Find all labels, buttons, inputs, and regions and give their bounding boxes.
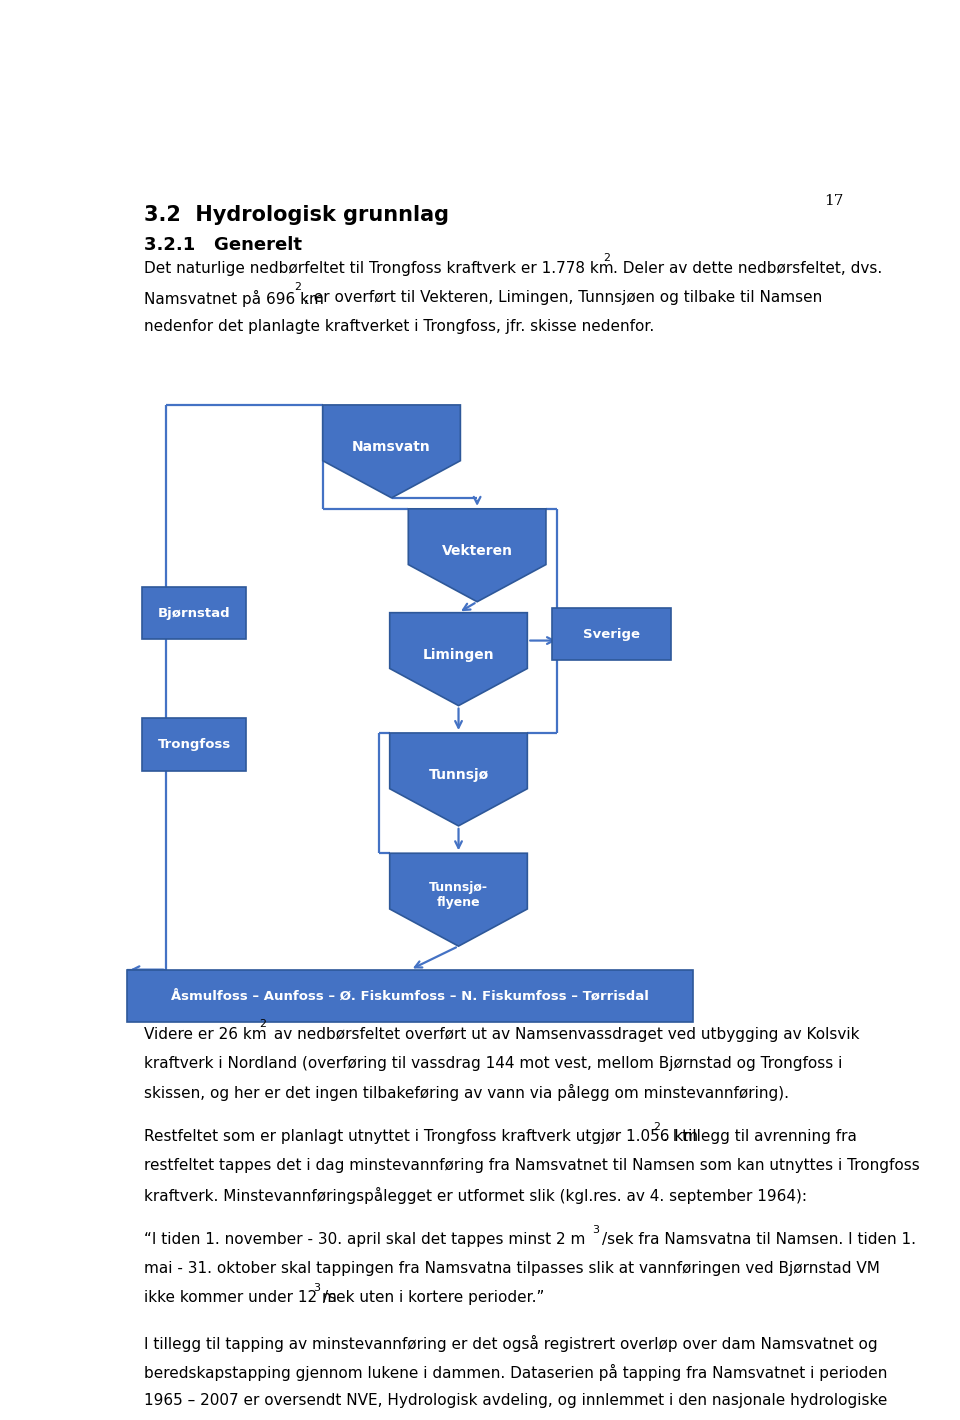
- Text: Tunnsjø-
flyene: Tunnsjø- flyene: [429, 880, 488, 909]
- Text: Limingen: Limingen: [422, 648, 494, 662]
- Polygon shape: [390, 853, 527, 946]
- Text: 3.2.1   Generelt: 3.2.1 Generelt: [144, 236, 301, 254]
- Text: Restfeltet som er planlagt utnyttet i Trongfoss kraftverk utgjør 1.056 km: Restfeltet som er planlagt utnyttet i Tr…: [144, 1129, 698, 1145]
- Text: Det naturlige nedbørfeltet til Trongfoss kraftverk er 1.778 km: Det naturlige nedbørfeltet til Trongfoss…: [144, 261, 613, 275]
- Text: Namsvatnet på 696 km: Namsvatnet på 696 km: [144, 290, 324, 307]
- Text: beredskapstapping gjennom lukene i dammen. Dataserien på tapping fra Namsvatnet : beredskapstapping gjennom lukene i damme…: [144, 1365, 887, 1382]
- Text: 2: 2: [294, 283, 301, 293]
- Polygon shape: [390, 612, 527, 706]
- Polygon shape: [323, 405, 461, 498]
- Text: 2: 2: [259, 1020, 266, 1030]
- FancyBboxPatch shape: [142, 586, 247, 639]
- Text: /sek uten i kortere perioder.”: /sek uten i kortere perioder.”: [324, 1291, 544, 1305]
- FancyBboxPatch shape: [551, 608, 670, 660]
- Text: Åsmulfoss – Aunfoss – Ø. Fiskumfoss – N. Fiskumfoss – Tørrisdal: Åsmulfoss – Aunfoss – Ø. Fiskumfoss – N.…: [171, 990, 649, 1003]
- Text: , er overført til Vekteren, Limingen, Tunnsjøen og tilbake til Namsen: , er overført til Vekteren, Limingen, Tu…: [303, 290, 822, 305]
- Text: ikke kommer under 12 m: ikke kommer under 12 m: [144, 1291, 337, 1305]
- Text: 3.2  Hydrologisk grunnlag: 3.2 Hydrologisk grunnlag: [144, 206, 449, 226]
- Text: /sek fra Namsvatna til Namsen. I tiden 1.: /sek fra Namsvatna til Namsen. I tiden 1…: [602, 1233, 916, 1247]
- Text: Trongfoss: Trongfoss: [157, 738, 231, 751]
- Text: Vekteren: Vekteren: [442, 544, 513, 558]
- Text: I tillegg til tapping av minstevannføring er det også registrert overløp over da: I tillegg til tapping av minstevannførin…: [144, 1335, 877, 1352]
- Text: “I tiden 1. november - 30. april skal det tappes minst 2 m: “I tiden 1. november - 30. april skal de…: [144, 1233, 586, 1247]
- Polygon shape: [390, 733, 527, 826]
- Text: Bjørnstad: Bjørnstad: [158, 606, 230, 619]
- Text: Tunnsjø: Tunnsjø: [428, 768, 489, 782]
- Text: . I tillegg til avrenning fra: . I tillegg til avrenning fra: [663, 1129, 857, 1145]
- Text: kraftverk. Minstevannføringspålegget er utformet slik (kgl.res. av 4. september : kraftverk. Minstevannføringspålegget er …: [144, 1187, 806, 1204]
- Text: nedenfor det planlagte kraftverket i Trongfoss, jfr. skisse nedenfor.: nedenfor det planlagte kraftverket i Tro…: [144, 320, 654, 334]
- Text: 17: 17: [824, 195, 843, 209]
- Text: av nedbørsfeltet overført ut av Namsenvassdraget ved utbygging av Kolsvik: av nedbørsfeltet overført ut av Namsenva…: [269, 1027, 859, 1041]
- FancyBboxPatch shape: [128, 970, 693, 1022]
- Polygon shape: [408, 508, 546, 602]
- Text: 2: 2: [654, 1122, 660, 1132]
- Text: restfeltet tappes det i dag minstevannføring fra Namsvatnet til Namsen som kan u: restfeltet tappes det i dag minstevannfø…: [144, 1159, 920, 1173]
- FancyBboxPatch shape: [142, 719, 247, 771]
- Text: 2: 2: [604, 254, 611, 264]
- Text: Namsvatn: Namsvatn: [352, 440, 431, 454]
- Text: . Deler av dette nedbørsfeltet, dvs.: . Deler av dette nedbørsfeltet, dvs.: [613, 261, 882, 275]
- Text: 3: 3: [592, 1224, 599, 1234]
- Text: 1965 – 2007 er oversendt NVE, Hydrologisk avdeling, og innlemmet i den nasjonale: 1965 – 2007 er oversendt NVE, Hydrologis…: [144, 1393, 887, 1409]
- Text: 3: 3: [313, 1282, 321, 1292]
- Text: Videre er 26 km: Videre er 26 km: [144, 1027, 267, 1041]
- Text: skissen, og her er det ingen tilbakeføring av vann via pålegg om minstevannførin: skissen, og her er det ingen tilbakeføri…: [144, 1085, 789, 1102]
- Text: kraftverk i Nordland (overføring til vassdrag 144 mot vest, mellom Bjørnstad og : kraftverk i Nordland (overføring til vas…: [144, 1055, 842, 1071]
- Text: mai - 31. oktober skal tappingen fra Namsvatna tilpasses slik at vannføringen ve: mai - 31. oktober skal tappingen fra Nam…: [144, 1261, 879, 1277]
- Text: Sverige: Sverige: [583, 628, 639, 640]
